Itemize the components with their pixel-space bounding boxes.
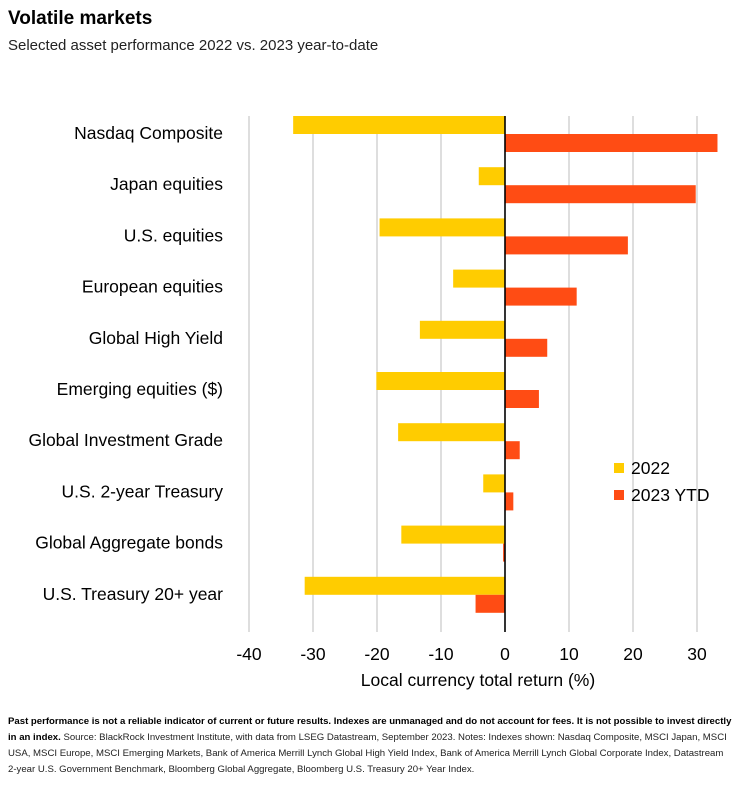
bar-2022	[379, 218, 505, 237]
bar-2023-ytd	[505, 185, 696, 204]
bar-2023-ytd	[503, 543, 505, 562]
x-tick-label: -10	[428, 644, 454, 664]
x-tick-label: -30	[300, 644, 326, 664]
x-tick-label: 10	[559, 644, 579, 664]
x-tick-label: 0	[500, 644, 510, 664]
bar-2023-ytd	[505, 390, 539, 408]
x-axis-label: Local currency total return (%)	[361, 670, 595, 690]
category-label: U.S. 2-year Treasury	[62, 481, 224, 501]
legend-swatch	[614, 463, 624, 473]
category-label: Japan equities	[110, 174, 223, 194]
bar-2023-ytd	[505, 236, 628, 255]
x-tick-label: -40	[236, 644, 262, 664]
bar-2023-ytd	[475, 594, 505, 613]
x-tick-label: 30	[687, 644, 707, 664]
category-label: European equities	[82, 277, 223, 297]
category-label: Global Investment Grade	[28, 430, 223, 450]
bar-2022	[376, 372, 505, 390]
bar-2022	[398, 423, 505, 442]
category-label: U.S. Treasury 20+ year	[43, 584, 224, 604]
legend-swatch	[614, 490, 624, 500]
category-label: U.S. equities	[124, 225, 223, 245]
bar-2023-ytd	[505, 287, 577, 306]
bar-2023-ytd	[505, 441, 520, 460]
bar-2023-ytd	[505, 492, 514, 511]
bar-2022	[453, 269, 505, 288]
bar-2022	[304, 576, 505, 595]
bar-2022	[293, 116, 505, 134]
bar-chart: Nasdaq Composite Japan equities U.S. equit…	[28, 116, 718, 690]
bar-2022	[419, 320, 505, 339]
category-label: Global Aggregate bonds	[35, 533, 223, 553]
chart-subtitle: Selected asset performance 2022 vs. 2023…	[8, 37, 379, 54]
legend-label: 2023 YTD	[631, 485, 709, 505]
category-label: Nasdaq Composite	[74, 123, 223, 143]
category-label: Emerging equities ($)	[57, 379, 223, 399]
bar-2022	[483, 474, 505, 493]
footnote-source: Source: BlackRock Investment Institute, …	[8, 732, 727, 775]
footnote-disclaimer: Past performance is not a reliable indic…	[8, 716, 732, 743]
chart-title: Volatile markets	[8, 8, 153, 29]
footnote: Past performance is not a reliable indic…	[8, 714, 734, 778]
category-label: Global High Yield	[89, 328, 223, 348]
bar-2023-ytd	[505, 338, 548, 357]
x-tick-label: 20	[623, 644, 643, 664]
bar-2023-ytd	[505, 134, 718, 152]
legend-label: 2022	[631, 458, 670, 478]
bar-2022	[478, 167, 505, 186]
x-tick-label: -20	[364, 644, 390, 664]
bar-2022	[401, 525, 505, 544]
